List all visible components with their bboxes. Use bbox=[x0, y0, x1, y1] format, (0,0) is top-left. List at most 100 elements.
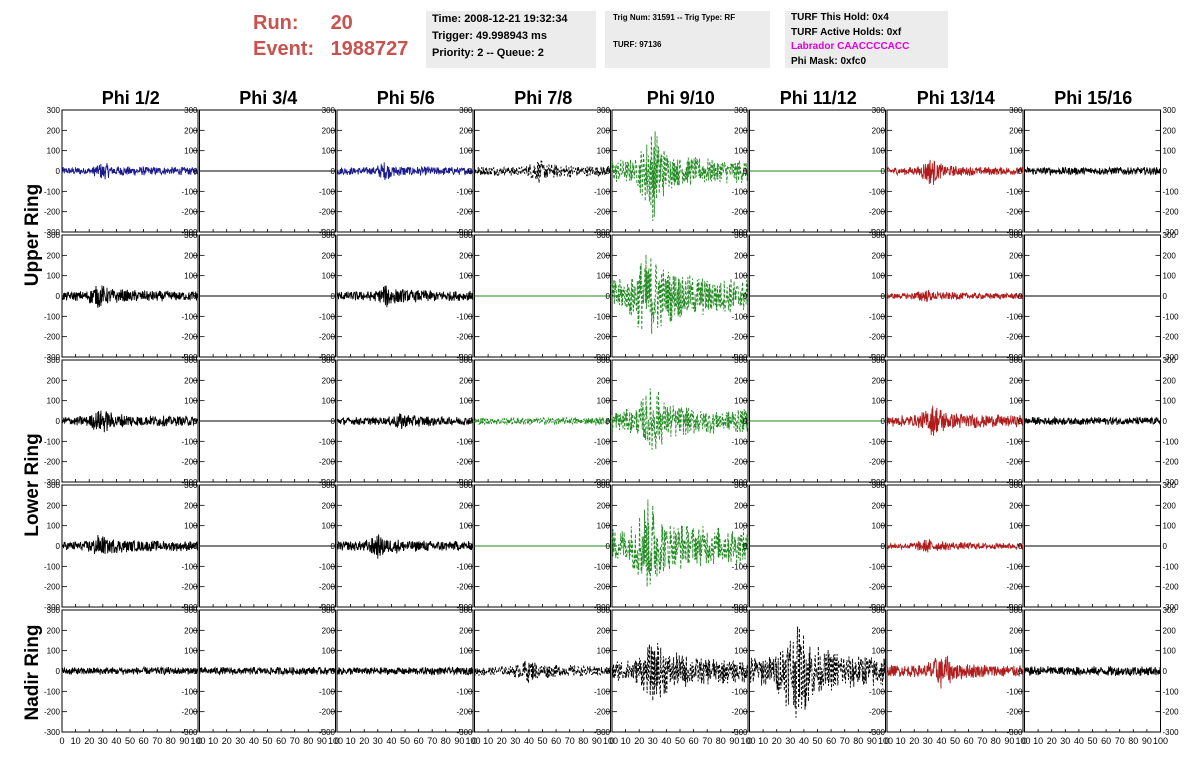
x-tick-label: 20 bbox=[772, 736, 782, 746]
y-tick-label-right: -100 bbox=[1163, 437, 1180, 446]
x-tick-label: 80 bbox=[303, 736, 313, 746]
y-tick-label: 200 bbox=[47, 126, 61, 135]
x-tick-label: 40 bbox=[936, 736, 946, 746]
y-tick-label: 200 bbox=[47, 626, 61, 635]
y-tick-label: -200 bbox=[456, 458, 473, 467]
y-tick-label-right: 100 bbox=[1163, 647, 1177, 656]
y-tick-label: -200 bbox=[869, 708, 886, 717]
y-tick-label: -300 bbox=[319, 228, 336, 237]
y-tick-label: -200 bbox=[1006, 333, 1023, 342]
x-tick-label: 100 bbox=[190, 736, 205, 746]
x-tick-label: 40 bbox=[111, 736, 121, 746]
y-tick-label: -300 bbox=[594, 228, 611, 237]
y-tick-label: -300 bbox=[44, 728, 61, 737]
y-tick-label: 0 bbox=[606, 167, 611, 176]
y-tick-label: 100 bbox=[734, 147, 748, 156]
y-tick-label: -100 bbox=[1006, 562, 1023, 571]
y-tick-label: 300 bbox=[184, 606, 198, 615]
x-tick-label: 90 bbox=[1142, 736, 1152, 746]
y-tick-label: -100 bbox=[181, 687, 198, 696]
x-tick-label: 90 bbox=[867, 736, 877, 746]
y-tick-label: -300 bbox=[44, 603, 61, 612]
y-tick-label: 0 bbox=[1018, 292, 1023, 301]
y-tick-label: 0 bbox=[331, 167, 336, 176]
y-tick-label: 300 bbox=[597, 356, 611, 365]
x-tick-label: 0 bbox=[197, 736, 202, 746]
y-tick-label: -100 bbox=[319, 562, 336, 571]
x-tick-label: 30 bbox=[785, 736, 795, 746]
x-tick-label: 50 bbox=[125, 736, 135, 746]
y-tick-label: 200 bbox=[459, 251, 473, 260]
y-tick-label: 100 bbox=[459, 272, 473, 281]
column-title: Phi 9/10 bbox=[647, 88, 715, 108]
y-tick-label-right: 300 bbox=[1163, 356, 1177, 365]
y-tick-label: -100 bbox=[1006, 437, 1023, 446]
y-tick-label: -200 bbox=[456, 583, 473, 592]
y-tick-label: 100 bbox=[459, 522, 473, 531]
column-title: Phi 1/2 bbox=[102, 88, 160, 108]
waveform-series bbox=[886, 539, 1024, 553]
waveform-series bbox=[886, 159, 1024, 185]
y-tick-label: -100 bbox=[869, 562, 886, 571]
column-title: Phi 15/16 bbox=[1054, 88, 1132, 108]
y-tick-label: 0 bbox=[1018, 667, 1023, 676]
y-tick-label: 200 bbox=[872, 251, 886, 260]
trigger-text: Trigger: 49.998943 ms bbox=[432, 30, 547, 42]
y-tick-label: 200 bbox=[322, 501, 336, 510]
x-tick-label: 70 bbox=[290, 736, 300, 746]
time-info-box: Time: 2008-12-21 19:32:34 Trigger: 49.99… bbox=[426, 11, 596, 68]
y-tick-label: 100 bbox=[872, 147, 886, 156]
x-tick-label: 70 bbox=[152, 736, 162, 746]
y-tick-label: -300 bbox=[869, 228, 886, 237]
y-tick-label: -100 bbox=[1006, 312, 1023, 321]
y-tick-label: 300 bbox=[872, 606, 886, 615]
y-tick-label: 100 bbox=[734, 272, 748, 281]
y-tick-label: 0 bbox=[743, 167, 748, 176]
y-tick-label: -300 bbox=[456, 228, 473, 237]
x-tick-label: 30 bbox=[98, 736, 108, 746]
y-tick-label: -300 bbox=[456, 603, 473, 612]
y-tick-label: 0 bbox=[743, 667, 748, 676]
y-tick-label: 0 bbox=[56, 667, 61, 676]
y-tick-label: 200 bbox=[459, 626, 473, 635]
x-tick-label: 30 bbox=[373, 736, 383, 746]
y-tick-label: -300 bbox=[731, 228, 748, 237]
x-tick-label: 0 bbox=[334, 736, 339, 746]
x-tick-label: 10 bbox=[208, 736, 218, 746]
y-tick-label: -200 bbox=[869, 583, 886, 592]
y-tick-label: -200 bbox=[731, 708, 748, 717]
x-tick-label: 80 bbox=[441, 736, 451, 746]
y-tick-label-right: -100 bbox=[1163, 187, 1180, 196]
y-tick-label: 200 bbox=[322, 126, 336, 135]
y-tick-label: 300 bbox=[597, 606, 611, 615]
y-tick-label: 200 bbox=[734, 626, 748, 635]
y-tick-label: -300 bbox=[319, 603, 336, 612]
y-tick-label: -100 bbox=[319, 437, 336, 446]
y-tick-label: -300 bbox=[181, 603, 198, 612]
x-tick-label: 100 bbox=[465, 736, 480, 746]
y-tick-label: 200 bbox=[597, 501, 611, 510]
y-tick-label: 100 bbox=[1009, 147, 1023, 156]
x-tick-label: 10 bbox=[346, 736, 356, 746]
x-tick-label: 20 bbox=[1047, 736, 1057, 746]
y-tick-label-right: -300 bbox=[1163, 728, 1180, 737]
y-tick-label-right: 200 bbox=[1163, 626, 1177, 635]
y-tick-label: -200 bbox=[319, 458, 336, 467]
x-tick-label: 50 bbox=[537, 736, 547, 746]
row-group-label: Lower Ring bbox=[22, 433, 43, 536]
phi-mask-text: Phi Mask: 0xfc0 bbox=[791, 55, 867, 67]
y-tick-label: -300 bbox=[594, 353, 611, 362]
y-tick-label: 100 bbox=[47, 272, 61, 281]
y-tick-label: -100 bbox=[319, 312, 336, 321]
y-tick-label: -100 bbox=[456, 687, 473, 696]
y-tick-label: 200 bbox=[872, 501, 886, 510]
y-tick-label: 100 bbox=[1009, 397, 1023, 406]
y-tick-label: -200 bbox=[181, 458, 198, 467]
y-tick-label: -100 bbox=[44, 187, 61, 196]
y-tick-label: -100 bbox=[456, 562, 473, 571]
x-tick-label: 30 bbox=[1060, 736, 1070, 746]
run-event-block: Run: 20 Event: 1988727 bbox=[253, 10, 408, 62]
y-tick-label: -200 bbox=[456, 708, 473, 717]
y-tick-label: 300 bbox=[872, 356, 886, 365]
x-tick-label: 60 bbox=[826, 736, 836, 746]
